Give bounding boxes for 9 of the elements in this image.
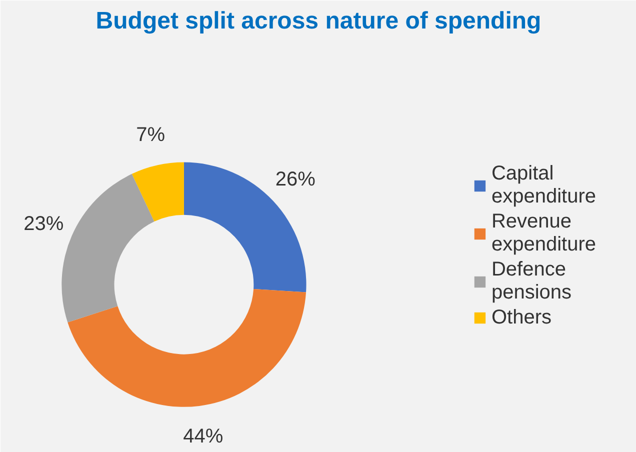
chart-title: Budget split across nature of spending (96, 8, 542, 34)
data-label: 26% (275, 168, 316, 191)
legend-label: Others (491, 306, 552, 329)
legend-label: Capital expenditure (491, 162, 596, 208)
data-label: 44% (183, 426, 224, 448)
data-label: 7% (136, 124, 166, 146)
legend-label: Defence pensions (491, 258, 572, 304)
legend-label: Revenue expenditure (491, 210, 596, 256)
data-label: 23% (24, 212, 64, 235)
